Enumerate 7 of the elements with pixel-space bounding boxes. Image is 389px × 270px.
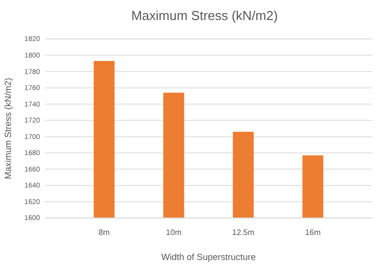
chart-title: Maximum Stress (kN/m2) xyxy=(131,8,278,23)
y-axis-title: Maximum Stress (kN/m2) xyxy=(3,78,13,180)
x-tick-label: 8m xyxy=(98,228,110,237)
x-tick-label: 10m xyxy=(166,228,182,237)
x-axis-title: Width of Superstructure xyxy=(161,252,256,262)
x-tick-label: 12.5m xyxy=(232,228,255,237)
x-tick-label: 16m xyxy=(305,228,321,237)
